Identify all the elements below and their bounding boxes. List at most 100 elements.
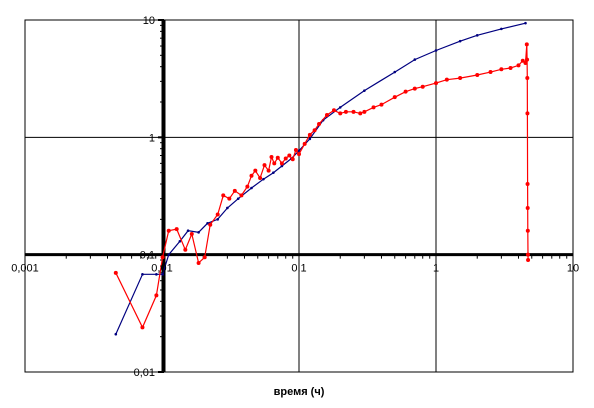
data-point	[262, 177, 265, 181]
data-point	[523, 61, 528, 66]
data-point	[287, 153, 292, 158]
data-point	[420, 84, 425, 89]
data-point	[362, 109, 367, 114]
data-point	[434, 49, 438, 52]
data-point	[363, 89, 366, 92]
data-point	[221, 193, 226, 198]
data-point	[258, 176, 263, 181]
data-point	[525, 182, 530, 187]
data-point	[308, 137, 312, 141]
data-point	[232, 188, 237, 193]
data-point	[434, 81, 438, 86]
data-point	[183, 247, 188, 252]
series-2	[113, 42, 531, 330]
data-point	[250, 186, 253, 190]
data-point	[488, 70, 493, 75]
y-tick-label: 1	[149, 132, 155, 144]
data-point	[331, 108, 336, 113]
data-point	[253, 168, 258, 173]
data-point	[508, 65, 513, 70]
data-point	[140, 325, 145, 330]
data-point	[458, 39, 462, 43]
data-point	[167, 253, 171, 256]
data-point	[475, 72, 480, 77]
data-point	[525, 205, 530, 210]
data-point	[324, 113, 329, 118]
data-point	[113, 270, 118, 275]
data-point	[275, 155, 280, 160]
x-tick-label: 0,1	[291, 263, 306, 275]
data-point	[500, 27, 503, 31]
x-tick-label: 0,01	[151, 263, 172, 275]
x-tick-label: 0,001	[11, 263, 39, 275]
y-tick-label: 0,01	[134, 367, 155, 379]
data-point	[371, 105, 376, 110]
data-point	[155, 273, 158, 276]
data-point	[525, 252, 530, 257]
data-point	[525, 111, 530, 116]
data-point	[174, 227, 179, 232]
data-point	[444, 77, 449, 82]
data-point	[499, 67, 504, 72]
data-point	[525, 76, 530, 81]
data-point	[272, 171, 275, 174]
data-point	[290, 157, 295, 162]
data-point	[343, 109, 348, 114]
data-point	[338, 111, 343, 116]
data-point	[141, 273, 144, 276]
data-point	[208, 222, 213, 227]
x-axis-title: время (ч)	[274, 386, 325, 398]
data-point	[279, 161, 284, 166]
data-point	[178, 239, 182, 243]
data-point	[215, 212, 220, 217]
data-point	[245, 184, 250, 189]
data-point	[166, 228, 171, 233]
data-point	[317, 121, 322, 126]
data-point	[189, 232, 194, 237]
data-point	[524, 42, 529, 47]
data-point	[266, 168, 271, 173]
data-point	[283, 156, 288, 161]
data-point	[161, 273, 164, 276]
data-point	[475, 34, 479, 37]
data-point	[338, 106, 342, 109]
data-point	[197, 231, 200, 234]
data-point	[206, 222, 209, 225]
x-tick-label: 1	[433, 263, 439, 275]
data-point	[526, 258, 531, 263]
data-point	[392, 95, 397, 100]
data-point	[351, 109, 356, 114]
data-point	[297, 152, 301, 157]
data-point	[239, 193, 244, 198]
data-point	[280, 164, 284, 168]
data-point	[249, 173, 254, 178]
data-point	[216, 218, 219, 221]
data-point	[293, 147, 298, 152]
data-point	[520, 58, 525, 63]
data-point	[269, 154, 274, 159]
data-point	[272, 161, 277, 166]
data-point	[393, 70, 397, 74]
data-point	[307, 132, 312, 137]
plot-border	[24, 19, 574, 373]
data-point	[262, 163, 267, 168]
data-point	[524, 21, 527, 25]
data-point	[412, 86, 417, 91]
data-point	[160, 255, 165, 260]
data-point	[413, 58, 417, 61]
data-point	[525, 228, 530, 233]
data-point	[458, 76, 463, 81]
data-point	[114, 332, 118, 336]
x-tick-label: 10	[567, 263, 579, 275]
data-point	[297, 149, 301, 152]
data-point	[227, 196, 232, 201]
data-point	[202, 255, 207, 260]
data-point	[516, 63, 521, 68]
data-point	[312, 128, 317, 133]
data-point	[379, 102, 384, 107]
data-point	[196, 260, 201, 265]
series-layer	[113, 21, 531, 336]
data-point	[358, 111, 363, 116]
